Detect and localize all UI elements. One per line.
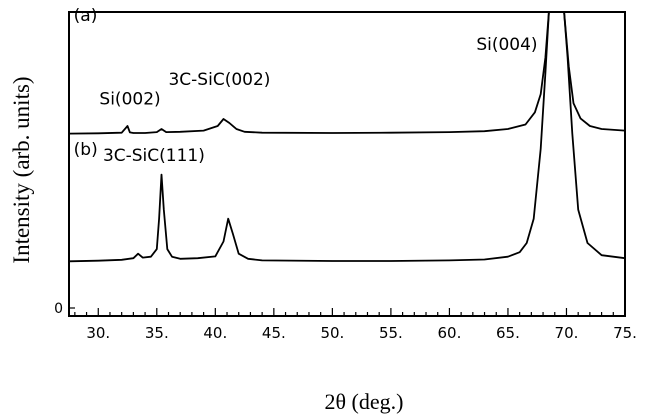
annotations-layer: (a) Si(002) 3C-SiC(002) Si(004) (b) 3C-SiC(11… <box>74 6 538 166</box>
x-tick-label: 40. <box>203 324 227 342</box>
peak-annotation: 3C-SiC(111) <box>103 146 205 166</box>
x-tick-label: 30. <box>86 324 110 342</box>
peak-annotation: (b) <box>74 140 98 160</box>
x-tick-label: 50. <box>320 324 344 342</box>
peak-annotation: Si(002) <box>99 90 160 110</box>
y-axis-label-group: Intensity (arb. units) <box>9 76 34 263</box>
series-layer <box>69 12 625 263</box>
peak-annotation: Si(004) <box>476 35 537 55</box>
peak-annotation: 3C-SiC(002) <box>168 70 270 90</box>
series-line-b <box>69 12 625 263</box>
x-tick-label: 45. <box>262 324 286 342</box>
x-tick-label: 55. <box>379 324 403 342</box>
x-tick-label: 70. <box>555 324 579 342</box>
y-axis-label: Intensity (arb. units) <box>9 76 34 263</box>
y-tick-label: 0 <box>54 301 63 317</box>
x-axis-label: 2θ (deg.) <box>325 389 404 414</box>
x-tick-label: 35. <box>145 324 169 342</box>
x-tick-label: 75. <box>613 324 637 342</box>
x-tick-label: 60. <box>437 324 461 342</box>
x-tick-label: 65. <box>496 324 520 342</box>
series-line-a <box>69 12 625 135</box>
plot-frame <box>68 11 626 317</box>
axes <box>68 11 626 317</box>
ticks-layer: 30. 35. 40. 45. 50. 55. 60. 65. 70. 75. 0 <box>54 301 637 342</box>
peak-annotation: (a) <box>74 6 98 26</box>
